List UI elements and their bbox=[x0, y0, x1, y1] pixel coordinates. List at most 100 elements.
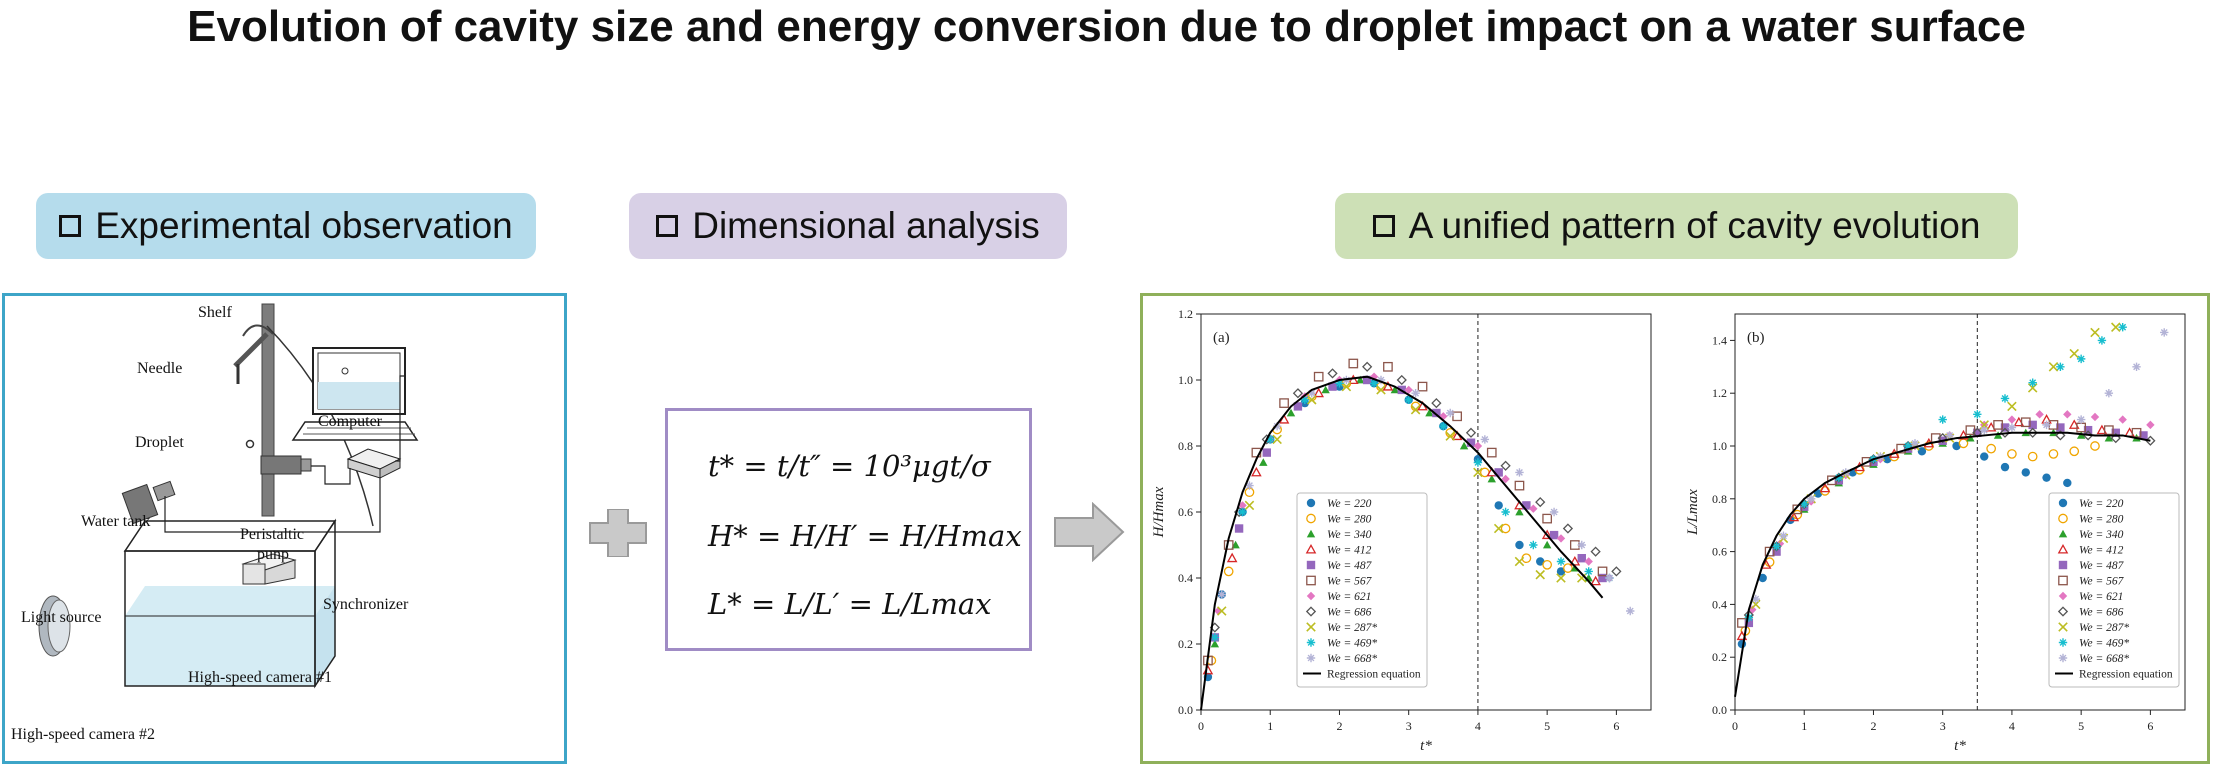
light-source-lens bbox=[47, 599, 71, 653]
data-point bbox=[1473, 467, 1483, 478]
data-point bbox=[2076, 354, 2086, 364]
label-droplet: Droplet bbox=[135, 434, 184, 451]
data-point bbox=[2055, 430, 2066, 441]
x-tick-label: 3 bbox=[1940, 719, 1946, 733]
data-point bbox=[1772, 547, 1781, 556]
data-point bbox=[1313, 387, 1324, 398]
chart-a-cavity-depth: 0 1 2 3 4 5 6 0.0 0.2 0.4 0.6 0.8 1.0 1.2 t* H/Hmax (a) W… bbox=[1151, 307, 1652, 754]
data-point bbox=[1529, 540, 1538, 550]
regression-line bbox=[1734, 431, 2151, 697]
y-tick-label: 1.0 bbox=[1712, 439, 1727, 453]
data-point bbox=[1590, 575, 1601, 586]
data-point bbox=[1292, 388, 1304, 399]
data-point bbox=[2028, 378, 2037, 387]
legend-marker bbox=[1306, 560, 1316, 570]
data-point bbox=[2103, 425, 2114, 436]
y-axis-label: L/Lmax bbox=[1685, 489, 1701, 536]
data-point bbox=[1800, 499, 1809, 509]
data-point bbox=[1500, 460, 1511, 471]
legend-marker bbox=[1305, 606, 1317, 617]
data-point bbox=[2048, 362, 2059, 372]
data-point bbox=[2000, 394, 2010, 403]
section-header-experimental: Experimental observation bbox=[36, 193, 536, 259]
data-point bbox=[1452, 411, 1463, 422]
data-point bbox=[1577, 540, 1586, 550]
series-group bbox=[1217, 375, 1635, 616]
data-point bbox=[1272, 422, 1282, 431]
data-point bbox=[1522, 501, 1531, 510]
data-point bbox=[1234, 524, 1244, 533]
data-point bbox=[1446, 408, 1455, 418]
data-point bbox=[2104, 433, 2114, 442]
data-point bbox=[1515, 507, 1524, 516]
data-point bbox=[1597, 566, 1608, 577]
legend-entry: We = 567 bbox=[1327, 576, 1373, 588]
data-point bbox=[2035, 410, 2044, 419]
data-point bbox=[1259, 458, 1268, 466]
legend-marker bbox=[1306, 498, 1316, 508]
legend-entry: We = 668* bbox=[1327, 653, 1377, 665]
regression-line bbox=[1200, 375, 1604, 711]
data-point bbox=[2056, 362, 2065, 371]
data-point bbox=[1937, 432, 1948, 444]
data-point bbox=[1758, 573, 1767, 583]
data-point bbox=[1328, 382, 1337, 391]
series-group bbox=[1210, 375, 1593, 648]
data-point bbox=[1986, 443, 1997, 454]
water-side bbox=[315, 586, 335, 686]
droplet-icon bbox=[245, 439, 255, 449]
data-point bbox=[1465, 427, 1477, 438]
equation-h-star: H* = H/H′ = H/Hmax bbox=[708, 519, 1022, 553]
y-tick-label: 0.0 bbox=[1712, 703, 1727, 717]
x-tick-label: 6 bbox=[2147, 719, 2153, 733]
series-group bbox=[1209, 361, 1622, 633]
section-header-unified-label: A unified pattern of cavity evolution bbox=[1408, 205, 1981, 246]
data-point bbox=[1217, 590, 1226, 599]
data-point bbox=[2118, 323, 2127, 332]
keyboard-icon bbox=[291, 421, 419, 441]
data-point bbox=[1300, 395, 1310, 404]
x-tick-label: 0 bbox=[1732, 719, 1738, 733]
data-point bbox=[1535, 569, 1545, 580]
data-point bbox=[1369, 379, 1379, 388]
data-point bbox=[1563, 563, 1573, 573]
legend-entry: We = 340 bbox=[1327, 529, 1372, 541]
data-point bbox=[1313, 371, 1324, 382]
data-point bbox=[1771, 541, 1782, 552]
data-point bbox=[1223, 566, 1234, 577]
legend-entry: We = 340 bbox=[2079, 529, 2124, 541]
data-point bbox=[1772, 542, 1781, 551]
data-point bbox=[1973, 410, 1982, 419]
data-point bbox=[1611, 566, 1622, 577]
legend-entry: We = 668* bbox=[2079, 653, 2129, 665]
data-point bbox=[2028, 420, 2037, 430]
data-point bbox=[2090, 327, 2100, 338]
data-point bbox=[1262, 448, 1271, 457]
label-light-source: Light source bbox=[21, 609, 102, 626]
data-point bbox=[1549, 507, 1559, 517]
legend-entry: We = 469* bbox=[1327, 638, 1377, 650]
legend-entry: We = 686 bbox=[1327, 607, 1372, 619]
chart-b-cavity-width: 0 1 2 3 4 5 6 0.0 0.2 0.4 0.6 0.8 1.0 1.2 1.4 t* L/Lmax (… bbox=[1685, 313, 2186, 754]
legend-marker bbox=[1306, 591, 1316, 601]
data-point bbox=[1917, 447, 1927, 456]
data-point bbox=[1417, 381, 1428, 392]
checkbox-icon bbox=[1372, 215, 1395, 237]
x-axis-label: t* bbox=[1420, 738, 1432, 754]
data-point bbox=[1487, 474, 1496, 483]
legend-entry: We = 287* bbox=[2079, 622, 2129, 634]
y-tick-label: 1.2 bbox=[1178, 307, 1193, 321]
data-point bbox=[1938, 415, 1947, 424]
data-point bbox=[1556, 557, 1566, 566]
water-top bbox=[125, 586, 335, 616]
data-point bbox=[1238, 501, 1247, 510]
data-point bbox=[1764, 546, 1775, 557]
data-point bbox=[2118, 415, 2127, 424]
legend-entry: We = 412 bbox=[1327, 545, 1372, 557]
legend-entry: We = 287* bbox=[1327, 622, 1377, 634]
x-tick-label: 5 bbox=[2078, 719, 2084, 733]
data-point bbox=[1542, 513, 1553, 524]
data-point bbox=[1788, 511, 1800, 522]
data-point bbox=[1541, 529, 1553, 540]
label-peristaltic: Peristaltic bbox=[240, 526, 304, 543]
